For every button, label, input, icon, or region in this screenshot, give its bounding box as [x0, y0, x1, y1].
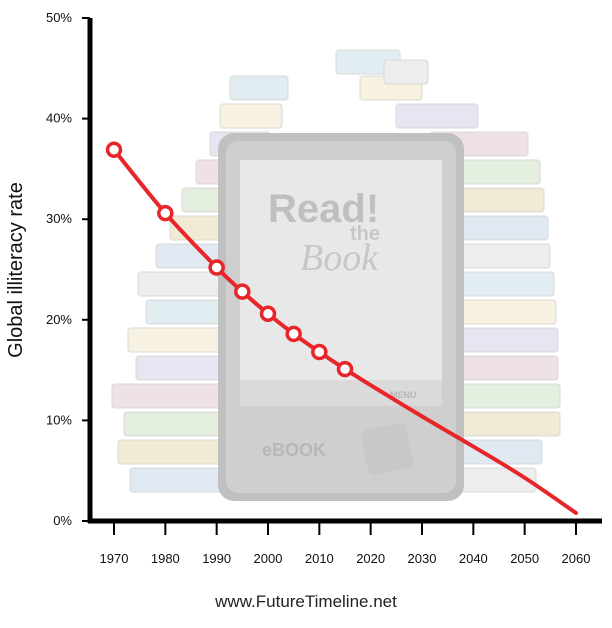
- x-tick-label: 1990: [202, 551, 231, 566]
- x-tick-label: 2010: [305, 551, 334, 566]
- x-tick-label: 2060: [562, 551, 591, 566]
- data-point-marker: [336, 360, 354, 378]
- ereader-brand: eBOOK: [262, 440, 326, 460]
- ereader-title: Read!: [268, 187, 379, 231]
- x-tick-label: 2040: [459, 551, 488, 566]
- series-layer: [105, 141, 578, 515]
- data-point-marker: [157, 204, 174, 222]
- books-and-ereader-illustration: Read! the Book MENU eBOOK: [111, 49, 561, 501]
- ereader-subtitle-book: Book: [300, 237, 379, 279]
- y-tick-label: 20%: [46, 312, 72, 327]
- data-point-marker: [311, 343, 328, 361]
- ereader-menu-label: MENU: [390, 390, 417, 400]
- y-tick-label: 50%: [46, 10, 72, 25]
- y-tick-label: 40%: [46, 111, 72, 126]
- book-stack-icon: [111, 49, 561, 493]
- data-point-marker: [208, 259, 225, 276]
- data-point-marker: [234, 283, 251, 300]
- data-point-marker: [105, 141, 123, 159]
- x-tick-label: 1970: [100, 551, 129, 566]
- x-tick-label: 2030: [408, 551, 437, 566]
- data-point-marker: [285, 325, 302, 343]
- x-tick-group: 1970 1980 1990 2000 2010 2020 2030 2040 2050 2060: [100, 521, 591, 566]
- y-tick-group: 0% 10% 20% 30% 40% 50%: [46, 10, 90, 528]
- x-tick-label: 2050: [510, 551, 539, 566]
- data-point-marker: [259, 305, 277, 323]
- x-tick-label: 1980: [151, 551, 180, 566]
- x-tick-label: 2020: [356, 551, 385, 566]
- y-tick-label: 10%: [46, 412, 72, 427]
- ereader-icon: Read! the Book MENU eBOOK: [218, 133, 464, 501]
- y-tick-label: 0%: [53, 513, 72, 528]
- source-credit: www.FutureTimeline.net: [215, 592, 397, 611]
- y-tick-label: 30%: [46, 211, 72, 226]
- x-tick-label: 2000: [254, 551, 283, 566]
- y-axis-label: Global illiteracy rate: [5, 182, 27, 358]
- ereader-subtitle-the: the: [350, 223, 380, 245]
